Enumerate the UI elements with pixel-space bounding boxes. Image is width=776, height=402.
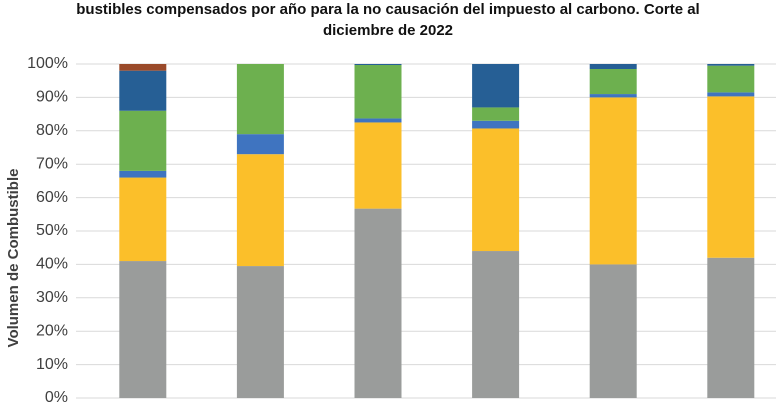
bar-segment: [354, 64, 402, 66]
bar-segment: [472, 251, 520, 398]
y-tick-label: 60%: [36, 189, 68, 206]
bar-segment: [354, 118, 402, 123]
bar-segment: [589, 94, 637, 98]
y-tick-label: 20%: [36, 322, 68, 339]
bar-segment: [707, 257, 755, 398]
chart-title: bustibles compensados por año para la no…: [76, 1, 699, 18]
y-tick-label: 80%: [36, 122, 68, 139]
y-tick-label: 30%: [36, 289, 68, 306]
y-tick-label: 100%: [27, 55, 68, 72]
bar-segment: [589, 264, 637, 398]
bar-segment: [589, 64, 637, 70]
bar-segment: [236, 64, 284, 135]
bar-segment: [707, 64, 755, 66]
bar-segment: [472, 120, 520, 129]
y-tick-label: 70%: [36, 155, 68, 172]
chart-title: diciembre de 2022: [323, 22, 453, 39]
bar-segment: [119, 64, 167, 71]
bar-segment: [119, 70, 167, 111]
bar-segment: [589, 97, 637, 265]
y-tick-label: 10%: [36, 356, 68, 373]
bar-segment: [354, 122, 402, 209]
bar-segment: [354, 65, 402, 119]
bar-segment: [472, 107, 520, 121]
bar-segment: [707, 92, 755, 97]
bar-segment: [707, 96, 755, 258]
bar-segment: [236, 154, 284, 267]
y-axis-label: Volumen de Combustible: [5, 169, 22, 348]
y-tick-label: 40%: [36, 256, 68, 273]
bar-segment: [119, 170, 167, 178]
bar-segment: [236, 134, 284, 155]
bar-segment: [354, 208, 402, 398]
bar-segment: [119, 110, 167, 171]
bar-segment: [472, 128, 520, 252]
y-tick-label: 50%: [36, 222, 68, 239]
bar-segment: [472, 64, 520, 108]
bar-segment: [589, 69, 637, 95]
bar-segment: [236, 266, 284, 398]
y-tick-label: 90%: [36, 89, 68, 106]
bar-segment: [119, 177, 167, 262]
bar-segment: [119, 261, 167, 398]
y-tick-label: 0%: [45, 389, 68, 402]
bar-segment: [707, 65, 755, 93]
